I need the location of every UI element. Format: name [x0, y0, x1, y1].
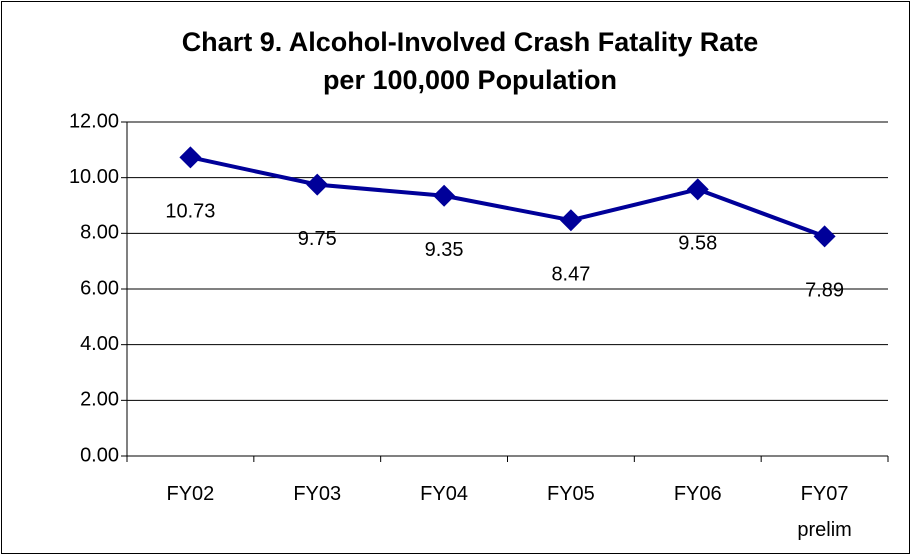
- y-tick-label: 0.00: [80, 444, 119, 466]
- y-tick-label: 10.00: [69, 166, 119, 188]
- data-label: 9.35: [425, 239, 464, 261]
- y-tick-label: 4.00: [80, 333, 119, 355]
- marker: [433, 184, 456, 207]
- y-tick-label: 6.00: [80, 277, 119, 299]
- x-tick-label: FY05: [547, 483, 595, 505]
- y-tick-label: 12.00: [69, 110, 119, 132]
- marker: [686, 178, 709, 201]
- data-label: 7.89: [805, 280, 844, 302]
- x-tick-label: FY02: [167, 483, 215, 505]
- data-label: 9.58: [678, 233, 717, 255]
- y-tick-label: 8.00: [80, 222, 119, 244]
- x-tick-label: FY04: [420, 483, 468, 505]
- marker: [306, 173, 329, 196]
- x-tick-label: FY03: [293, 483, 341, 505]
- marker: [179, 146, 202, 169]
- x-tick-label: FY06: [674, 483, 722, 505]
- marker: [559, 209, 582, 232]
- data-label: 10.73: [165, 201, 215, 223]
- line: [189, 155, 826, 239]
- chart-title: Chart 9. Alcohol-Involved Crash Fatality…: [182, 27, 759, 95]
- data-label: 8.47: [551, 264, 590, 286]
- y-tick-label: 2.00: [80, 389, 119, 411]
- marker: [813, 225, 836, 248]
- x-tick-label: FY07 prelim: [797, 483, 851, 541]
- data-label: 9.75: [298, 228, 337, 250]
